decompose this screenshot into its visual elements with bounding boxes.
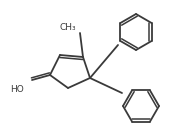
Text: HO: HO [10,85,24,93]
Text: CH₃: CH₃ [59,23,76,32]
